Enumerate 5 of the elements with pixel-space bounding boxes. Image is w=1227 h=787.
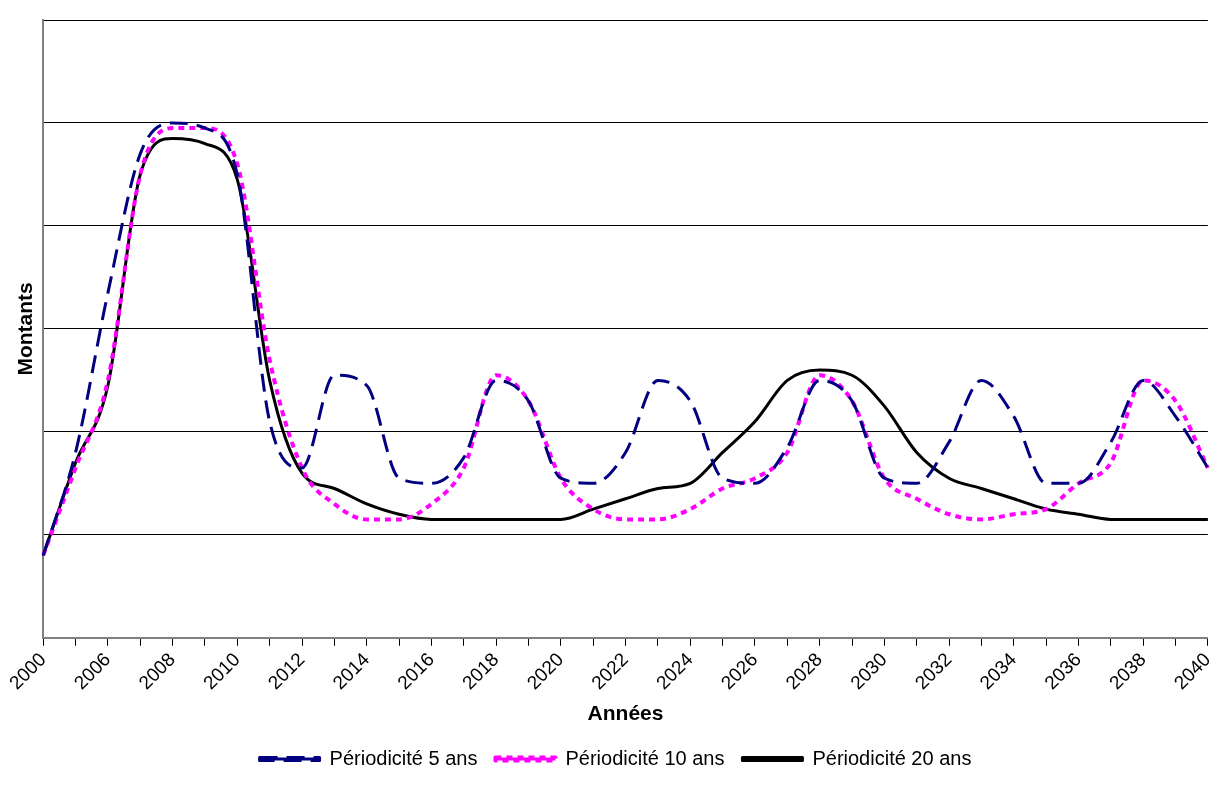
x-axis-title: Années	[587, 701, 664, 725]
y-axis-title: Montants	[13, 282, 37, 376]
legend-label: Périodicité 20 ans	[812, 746, 972, 769]
legend-label: Périodicité 5 ans	[329, 746, 478, 769]
legend-label: Périodicité 10 ans	[565, 746, 725, 769]
